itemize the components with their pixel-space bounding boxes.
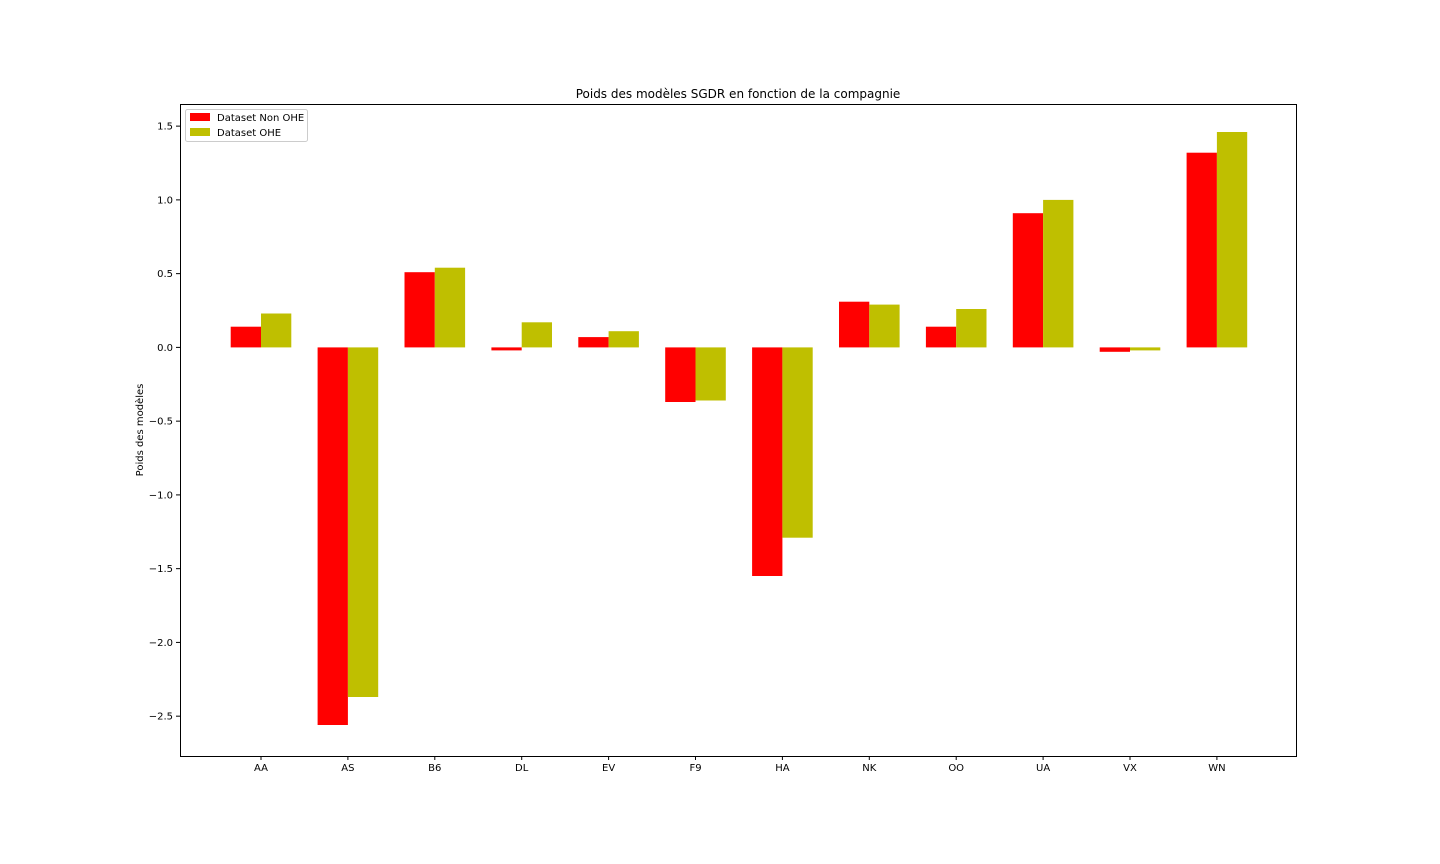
bar-ohe-nk <box>869 304 900 348</box>
bar-ohe-ua <box>1043 199 1074 348</box>
bar-non-ohe-f9 <box>665 347 696 402</box>
legend-label-non-ohe: Dataset Non OHE <box>217 113 304 124</box>
legend-swatch-non-ohe <box>190 113 210 121</box>
bar-non-ohe-b6 <box>404 272 435 348</box>
bar-non-ohe-ha <box>752 347 783 576</box>
y-tick-label: 0.0 <box>157 343 173 354</box>
y-tick-label: −0.5 <box>149 417 173 428</box>
bar-ohe-dl <box>521 322 552 348</box>
bar-non-ohe-aa <box>230 326 261 348</box>
bar-non-ohe-vx <box>1099 347 1130 352</box>
bar-non-ohe-wn <box>1186 152 1217 348</box>
y-tick-label: 1.5 <box>157 122 173 133</box>
bar-ohe-as <box>347 347 379 697</box>
legend: Dataset Non OHE Dataset OHE <box>185 109 308 142</box>
x-tick-label: NK <box>862 763 876 774</box>
x-tick-label: B6 <box>428 763 441 774</box>
x-tick-label: UA <box>1036 763 1050 774</box>
x-tick-label: DL <box>515 763 529 774</box>
x-tick-label: OO <box>948 763 964 774</box>
x-tick-label: AS <box>341 763 354 774</box>
bar-ohe-f9 <box>695 347 726 401</box>
bars-layer <box>230 132 1248 725</box>
y-tick-label: −1.0 <box>149 490 173 501</box>
y-tick-label: 0.5 <box>157 269 173 280</box>
bar-non-ohe-ev <box>578 337 609 348</box>
y-tick-label: −2.5 <box>149 712 173 723</box>
legend-box <box>185 109 308 142</box>
x-tick-label: F9 <box>689 763 701 774</box>
plot-area-frame <box>180 104 1297 757</box>
bar-ohe-b6 <box>434 267 466 348</box>
x-tick-label: WN <box>1208 763 1225 774</box>
bar-ohe-vx <box>1130 347 1161 351</box>
x-axis-ticks: AA AS B6 DL EV F9 HA NK OO UA VX WN <box>254 756 1226 774</box>
bar-non-ohe-dl <box>491 347 522 351</box>
bar-non-ohe-oo <box>925 326 957 348</box>
bar-non-ohe-ua <box>1012 213 1044 348</box>
bar-ohe-ev <box>608 331 639 348</box>
y-tick-label: −1.5 <box>149 564 173 575</box>
y-axis-ticks: −2.5 −2.0 −1.5 −1.0 −0.5 0.0 0.5 1.0 1.5 <box>149 122 180 723</box>
bar-non-ohe-nk <box>839 301 870 348</box>
bar-ohe-aa <box>261 313 292 348</box>
bar-ohe-oo <box>956 309 987 348</box>
y-tick-label: 1.0 <box>157 195 173 206</box>
x-tick-label: VX <box>1123 763 1137 774</box>
x-tick-label: AA <box>254 763 268 774</box>
bar-non-ohe-as <box>317 347 348 725</box>
legend-label-ohe: Dataset OHE <box>217 128 281 139</box>
legend-swatch-ohe <box>190 128 210 136</box>
bar-ohe-ha <box>782 347 813 538</box>
y-axis-label: Poids des modèles <box>134 384 146 477</box>
chart-title: Poids des modèles SGDR en fonction de la… <box>576 87 901 101</box>
y-tick-label: −2.0 <box>149 638 173 649</box>
bar-ohe-wn <box>1216 132 1248 348</box>
x-tick-label: EV <box>602 763 615 774</box>
x-tick-label: HA <box>775 763 790 774</box>
